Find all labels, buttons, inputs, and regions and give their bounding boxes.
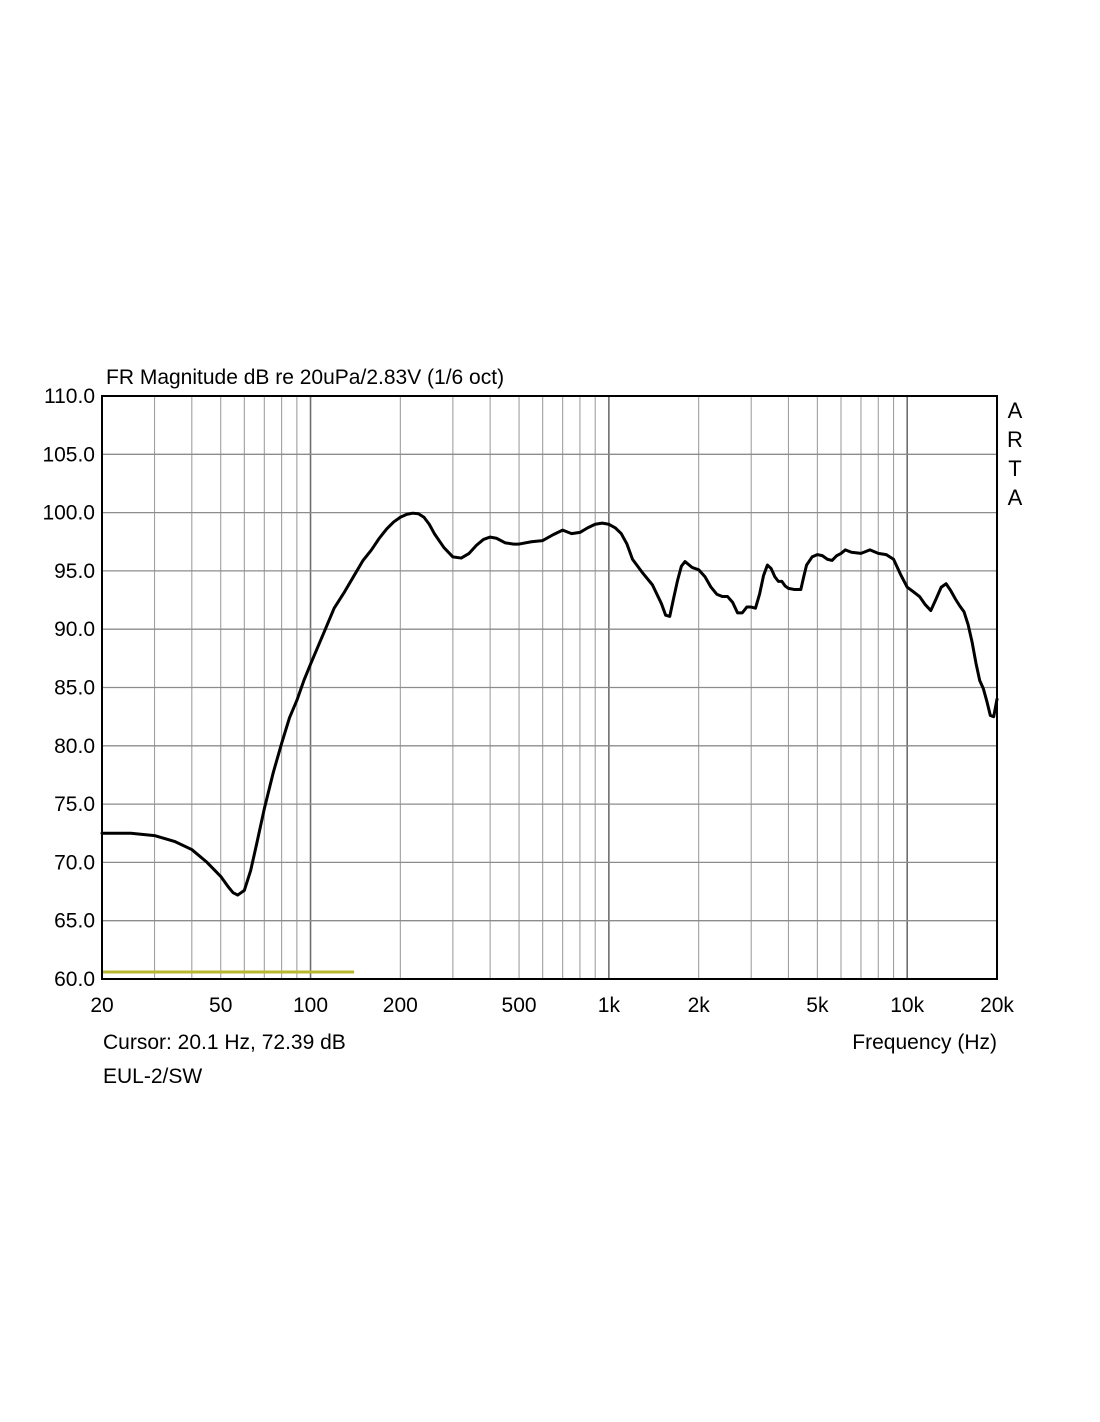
- x-tick-label: 20: [90, 994, 113, 1017]
- x-tick-label: 50: [209, 994, 232, 1017]
- y-tick-label: 75.0: [54, 793, 95, 816]
- x-tick-label: 200: [383, 994, 418, 1017]
- x-tick-label: 500: [502, 994, 537, 1017]
- x-tick-label: 5k: [806, 994, 829, 1017]
- y-tick-label: 80.0: [54, 735, 95, 758]
- x-tick-label: 100: [293, 994, 328, 1017]
- grid-lines: [102, 396, 997, 979]
- x-axis-label: Frequency (Hz): [852, 1031, 997, 1054]
- y-tick-label: 85.0: [54, 677, 95, 700]
- brand-letter: A: [1008, 485, 1023, 510]
- y-tick-label: 110.0: [44, 385, 95, 408]
- y-tick-label: 95.0: [54, 560, 95, 583]
- measurement-name: EUL-2/SW: [103, 1065, 202, 1088]
- plot-frame: [101, 395, 998, 980]
- y-tick-label: 65.0: [54, 910, 95, 933]
- y-tick-label: 100.0: [42, 502, 95, 525]
- y-tick-labels: 110.0 105.0 100.0 95.0 90.0 85.0 80.0 75.0 70.0 6…: [42, 385, 95, 991]
- chart-title: FR Magnitude dB re 20uPa/2.83V (1/6 oct): [106, 366, 504, 389]
- y-tick-label: 60.0: [54, 968, 95, 991]
- brand-letter: A: [1008, 398, 1023, 423]
- x-tick-label: 1k: [598, 994, 621, 1017]
- curve-layer: [100, 511, 999, 897]
- brand-letter: R: [1007, 427, 1023, 452]
- frequency-response-curve: [100, 511, 999, 897]
- y-tick-label: 90.0: [54, 618, 95, 641]
- brand-letter: T: [1008, 456, 1021, 481]
- y-tick-label: 105.0: [42, 443, 95, 466]
- x-tick-labels: 20 50 100 200 500 1k 2k 5k 10k 20k: [90, 994, 1014, 1017]
- cursor-readout: Cursor: 20.1 Hz, 72.39 dB: [103, 1031, 346, 1054]
- x-tick-label: 10k: [890, 994, 924, 1017]
- x-tick-label: 2k: [688, 994, 711, 1017]
- y-tick-label: 70.0: [54, 851, 95, 874]
- x-tick-label: 20k: [980, 994, 1014, 1017]
